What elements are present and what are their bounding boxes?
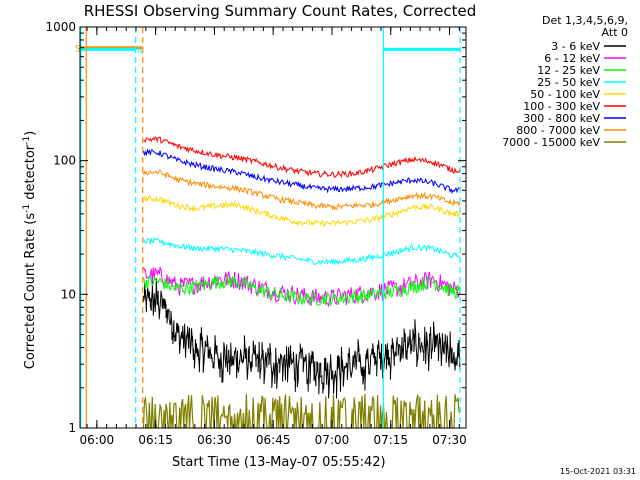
series-line-7 [143,148,460,194]
axes: 1 10 100 1000 06:00 06:15 06:30 06:45 07:00 07:15… [45,20,466,447]
legend-entry-label: 100 - 300 keV [523,100,600,113]
legend-entry-label: 25 - 50 keV [537,76,600,89]
x-tick-label: 07:15 [373,433,408,447]
y-tick-label: 1000 [45,20,76,34]
series-line-8 [143,169,461,211]
series-line-9 [142,393,461,429]
legend-entry-label: 50 - 100 keV [530,88,600,101]
x-tick-label: 06:45 [256,433,291,447]
series-line-6 [143,135,461,179]
series-layer [142,135,461,429]
y-axis-label: Corrected Count Rate (s-1 detector-1) [22,131,38,369]
series-line-5 [143,195,461,227]
y-tick-label: 1 [68,421,76,435]
generated-timestamp: 15-Oct-2021 03:31 [560,467,636,476]
x-axis-label: Start Time (13-May-07 05:55:42) [172,455,386,470]
x-tick-label: 06:00 [80,433,115,447]
night-label: N [137,46,144,56]
legend-entry-label: 300 - 800 keV [523,112,600,125]
series-line-3 [143,273,461,306]
legend-entry-label: 12 - 25 keV [537,64,600,77]
x-tick-label: 07:30 [432,433,467,447]
legend-entry-label: 3 - 6 keV [551,40,600,53]
x-tick-label: 06:30 [197,433,232,447]
series-line-2 [143,266,461,307]
series-line-4 [143,237,461,266]
legend-header-line: Att 0 [602,26,628,39]
legend-entry-label: 7000 - 15000 keV [502,136,600,149]
y-tick-label: 10 [61,287,76,301]
attenuator-state-label: S [75,45,81,55]
legend-entry-label: 800 - 7000 keV [516,124,600,137]
legend-entry-label: 6 - 12 keV [544,52,600,65]
chart-title: RHESSI Observing Summary Count Rates, Co… [84,2,477,20]
series-line-1 [143,278,461,399]
legend-header-line: Det 1,3,4,5,6,9, [542,14,628,27]
x-tick-label: 06:15 [138,433,173,447]
x-tick-label: 07:00 [315,433,350,447]
y-tick-label: 100 [53,154,76,168]
